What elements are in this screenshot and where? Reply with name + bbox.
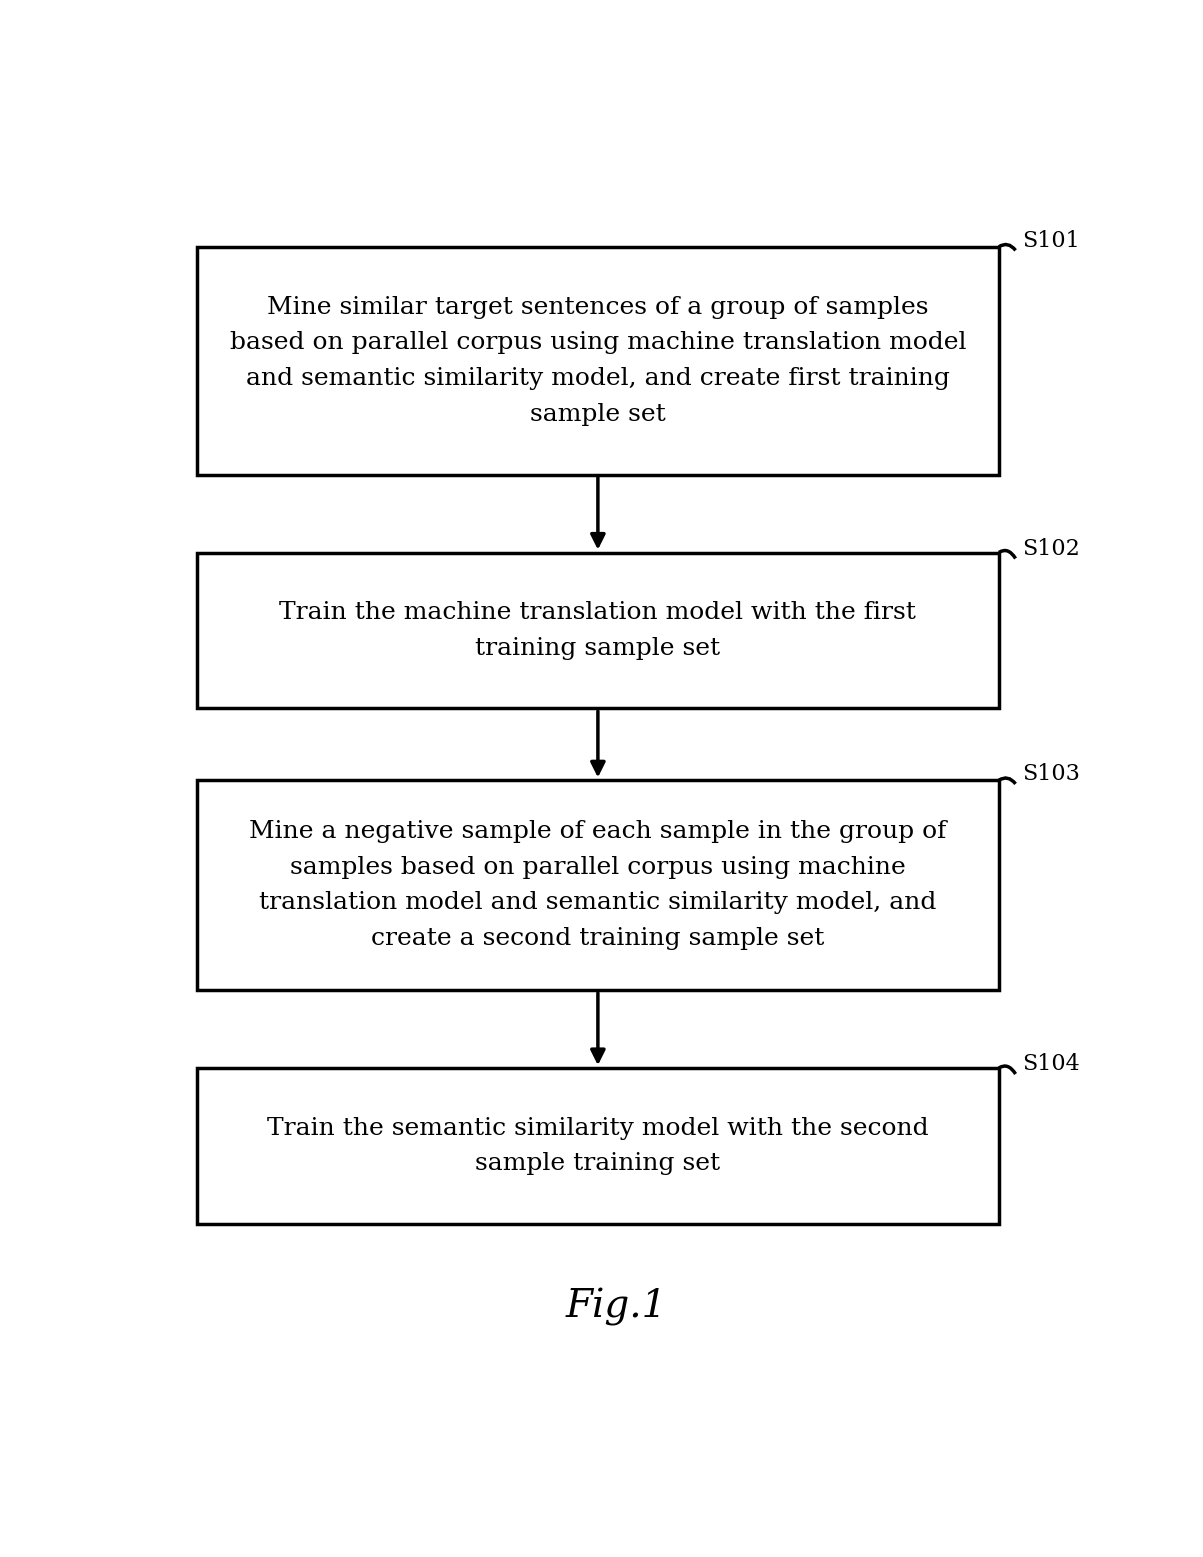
FancyBboxPatch shape [197,553,998,708]
FancyBboxPatch shape [197,780,998,990]
Text: Train the semantic similarity model with the second
sample training set: Train the semantic similarity model with… [267,1116,929,1176]
Text: S101: S101 [1023,230,1080,252]
FancyBboxPatch shape [197,248,998,475]
Text: Fig.1: Fig.1 [565,1288,668,1327]
Text: Mine similar target sentences of a group of samples
based on parallel corpus usi: Mine similar target sentences of a group… [230,296,966,425]
Text: Mine a negative sample of each sample in the group of
samples based on parallel : Mine a negative sample of each sample in… [249,821,947,950]
FancyBboxPatch shape [197,1068,998,1224]
Text: S104: S104 [1023,1054,1080,1076]
Text: S103: S103 [1023,763,1080,785]
Text: Train the machine translation model with the first
training sample set: Train the machine translation model with… [279,601,917,660]
Text: S102: S102 [1023,537,1080,561]
